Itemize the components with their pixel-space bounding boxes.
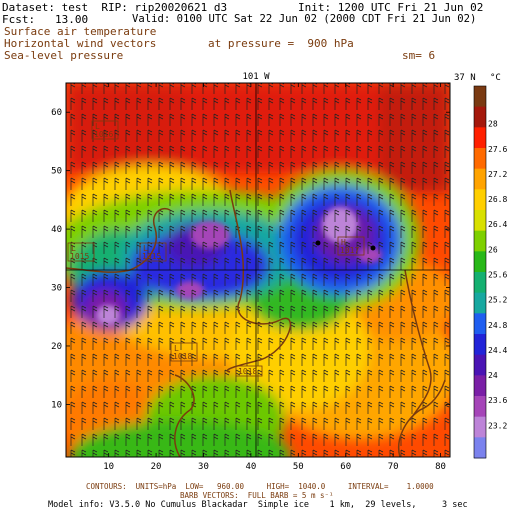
y-tick-label: 20 xyxy=(51,342,62,352)
x-tick-label: 70 xyxy=(388,462,399,472)
pressure-center-kind: L xyxy=(174,344,179,353)
contours-info: CONTOURS: UNITS=hPa LOW= 960.00 HIGH= 10… xyxy=(86,482,434,491)
colorbar-label: 23.2 xyxy=(488,421,507,430)
field-wind: Horizontal wind vectors xyxy=(4,37,157,50)
colorbar-swatch xyxy=(474,272,486,294)
colorbar-label: 28 xyxy=(488,120,498,129)
colorbar-swatch xyxy=(474,313,486,335)
colorbar-swatch xyxy=(474,354,486,376)
colorbar-swatch xyxy=(474,168,486,190)
map-frame xyxy=(65,82,451,458)
pressure-center-value: 1015 xyxy=(142,252,161,261)
x-tick-label: 50 xyxy=(293,462,304,472)
y-tick-label: 50 xyxy=(51,167,62,177)
station-dot xyxy=(370,245,376,251)
colorbar-swatch xyxy=(474,106,486,128)
x-tick-label: 30 xyxy=(198,462,209,472)
temperature-field xyxy=(66,83,450,457)
colorbar-label: 26.8 xyxy=(488,195,507,204)
colorbar-swatch xyxy=(474,148,486,170)
colorbar-label: 24.8 xyxy=(488,321,507,330)
model-info: Model info: V3.5.0 No Cumulus Blackadar … xyxy=(48,500,468,510)
pressure-center-kind: H xyxy=(341,238,346,247)
smoothing-label: sm= 6 xyxy=(402,49,436,62)
valid-line: Valid: 0100 UTC Sat 22 Jun 02 (2000 CDT … xyxy=(132,13,477,25)
x-tick-label: 40 xyxy=(245,462,256,472)
x-axis: 10 20 30 40 50 60 70 80 xyxy=(103,83,446,472)
colorbar: 28 27.6 27.2 26.8 26.4 26 25.6 25.2 24.8 24.4 24 23… xyxy=(473,85,507,459)
colorbar-swatch xyxy=(474,210,486,232)
pressure-center-kind: L xyxy=(143,244,148,253)
pressure-center-kind: L xyxy=(95,122,100,131)
high-pressure-label: H 1017 xyxy=(337,236,365,256)
colorbar-swatch xyxy=(474,416,486,438)
isobar-contour xyxy=(226,189,291,373)
y-tick-label: 40 xyxy=(51,225,62,235)
pressure-center-value: 1015 xyxy=(70,252,89,261)
isobar-value-label: 1018 xyxy=(235,365,263,377)
field-slp: Sea-level pressure xyxy=(4,49,124,62)
isobar-contour xyxy=(398,379,446,457)
colorbar-label: 23.6 xyxy=(488,396,507,405)
colorbar-frame xyxy=(473,85,487,459)
colorbar-swatch xyxy=(474,396,486,418)
pressure-center-value: 1017 xyxy=(340,246,359,255)
colorbar-label: 26 xyxy=(488,245,498,254)
station-dot xyxy=(315,240,321,246)
colorbar-swatch xyxy=(474,437,486,459)
x-tick-label: 60 xyxy=(340,462,351,472)
colorbar-swatch xyxy=(474,127,486,149)
dataset-line: Dataset: test RIP: rip20020621 d3 xyxy=(2,1,228,14)
colorbar-swatch xyxy=(474,86,486,108)
low-pressure-label: L 1015 xyxy=(67,242,95,262)
low-pressure-label: L 1018 xyxy=(170,342,198,362)
top-lon-label: 101 W xyxy=(242,72,270,82)
colorbar-label: 27.2 xyxy=(488,170,507,179)
colorbar-label: 25.6 xyxy=(488,271,507,280)
low-pressure-label: L 1015 xyxy=(139,242,167,262)
x-tick-label: 20 xyxy=(151,462,162,472)
pressure-center-value: 1018 xyxy=(173,352,192,361)
colorbar-swatch xyxy=(474,230,486,252)
pressure-center-value: 1016 xyxy=(94,130,113,139)
right-lat-label: 37 N xyxy=(454,73,476,83)
y-tick-label: 10 xyxy=(51,400,62,410)
isobar-contour xyxy=(174,374,195,457)
colorbar-label: 24 xyxy=(488,371,498,380)
isobar-contour xyxy=(404,269,432,421)
colorbar-label: 27.6 xyxy=(488,145,507,154)
y-axis: 10 20 30 40 50 60 xyxy=(51,108,450,410)
colorbar-swatch xyxy=(474,375,486,397)
colorbar-label: 25.2 xyxy=(488,296,507,305)
colorbar-swatch xyxy=(474,292,486,314)
field-temperature: Surface air temperature xyxy=(4,25,157,38)
low-pressure-label: L 1016 xyxy=(91,120,119,140)
x-tick-label: 10 xyxy=(103,462,114,472)
unit-label: °C xyxy=(490,73,501,83)
isobar-value: 1018 xyxy=(238,367,257,376)
y-tick-label: 60 xyxy=(51,108,62,118)
pressure-center-kind: L xyxy=(71,244,76,253)
colorbar-label: 24.4 xyxy=(488,346,507,355)
isobar-contour xyxy=(66,208,171,273)
colorbar-label: 26.4 xyxy=(488,220,507,229)
colorbar-swatch xyxy=(474,334,486,356)
init-line: Init: 1200 UTC Fri 21 Jun 02 xyxy=(298,1,484,14)
pressure-level: at pressure = 900 hPa xyxy=(208,37,354,50)
y-tick-label: 30 xyxy=(51,284,62,294)
colorbar-swatch xyxy=(474,189,486,211)
colorbar-swatch xyxy=(474,251,486,273)
barb-info: BARB VECTORS: FULL BARB = 5 m s⁻¹ xyxy=(180,491,334,500)
x-tick-label: 80 xyxy=(435,462,446,472)
fcst-line: Fcst: 13.00 xyxy=(2,13,89,26)
